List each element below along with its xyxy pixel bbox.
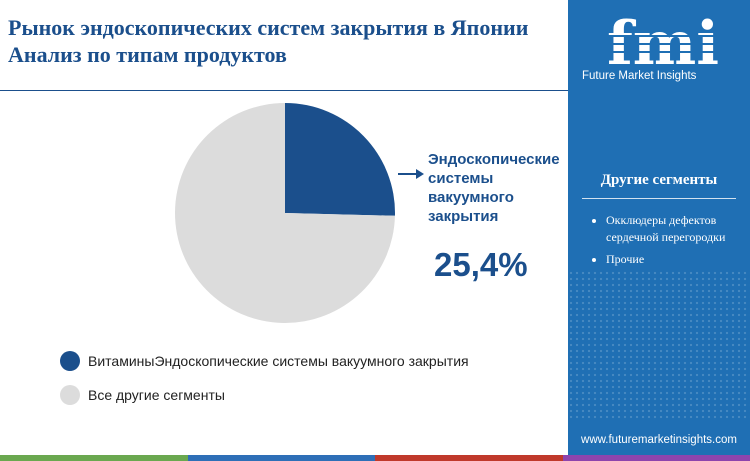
callout-arrow-icon — [416, 169, 424, 179]
callout-value: 25,4% — [434, 246, 528, 283]
pie-slice — [175, 103, 395, 323]
other-segments-list: Окклюдеры дефектов сердечной перегородки… — [590, 212, 742, 273]
legend-label: Все другие сегменты — [88, 387, 225, 403]
other-segments-heading: Другие сегменты — [600, 172, 718, 188]
bottom-bar-segment — [187, 455, 375, 461]
bottom-bar-segment — [0, 455, 188, 461]
decorative-dot-pattern — [568, 270, 750, 420]
page-title: Рынок эндоскопических систем закрытия в … — [8, 15, 529, 67]
list-item: Прочие — [590, 251, 742, 268]
fmi-logo-icon: fmi — [606, 9, 720, 79]
legend-item: Все другие сегменты — [60, 384, 469, 406]
fmi-logo[interactable]: fmi — [588, 6, 738, 86]
legend-label: ВитаминыЭндоскопические системы вакуумно… — [88, 353, 469, 369]
chart-legend: ВитаминыЭндоскопические системы вакуумно… — [60, 350, 469, 418]
bottom-bar-segment — [375, 455, 563, 461]
sidebar: fmi Future Market Insights Другие сегмен… — [568, 0, 750, 461]
logo-caption: Future Market Insights — [582, 70, 697, 82]
legend-swatch-icon — [60, 351, 80, 371]
website-link[interactable]: www.futuremarketinsights.com — [581, 434, 737, 446]
pie-chart — [175, 103, 424, 323]
bottom-bar-segment — [562, 455, 750, 461]
callout-label: Эндоскопические системы вакуумного закры… — [428, 151, 560, 225]
list-item: Окклюдеры дефектов сердечной перегородки — [590, 212, 742, 246]
title-divider — [0, 90, 568, 91]
legend-swatch-icon — [60, 385, 80, 405]
legend-item: ВитаминыЭндоскопические системы вакуумно… — [60, 350, 469, 372]
bottom-color-bar — [0, 455, 750, 461]
segments-divider — [582, 198, 736, 199]
pie-slice — [285, 103, 395, 216]
